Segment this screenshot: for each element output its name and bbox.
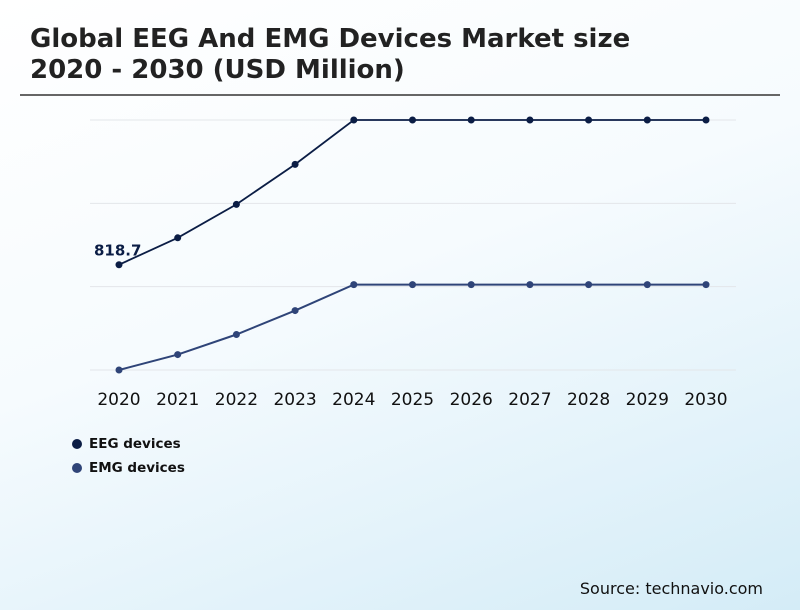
data-point-emg: [643, 281, 651, 289]
x-tick-label: 2021: [156, 390, 199, 410]
legend-label-emg: EMG devices: [89, 460, 185, 476]
legend-label-eeg: EEG devices: [89, 436, 181, 452]
line-chart: 2020 2021 2022 2023 2024 2025 2026 2027 2028 2029…: [90, 116, 736, 410]
data-point-eeg: [232, 200, 240, 208]
data-point-emg: [350, 281, 358, 289]
data-point-emg: [291, 307, 299, 315]
legend-item-emg[interactable]: EMG devices: [72, 460, 185, 476]
data-point-eeg: [409, 116, 416, 124]
data-point-emg: [174, 351, 182, 359]
x-tick-label: 2027: [508, 390, 551, 410]
x-tick-label: 2022: [215, 390, 258, 410]
data-point-emg: [115, 366, 123, 374]
x-tick-label: 2030: [684, 390, 727, 410]
data-point-eeg: [702, 116, 710, 124]
data-point-emg: [585, 281, 593, 289]
data-point-eeg: [526, 116, 534, 124]
data-point-eeg: [585, 116, 593, 124]
data-point-eeg: [291, 160, 299, 168]
data-point-emg: [702, 281, 710, 289]
data-point-emg: [526, 281, 534, 289]
title-line-2: 2020 - 2030 (USD Million): [30, 55, 405, 85]
x-tick-label: 2020: [97, 390, 140, 410]
legend-marker-emg: [72, 463, 82, 473]
x-tick-label: 2026: [450, 390, 493, 410]
data-point-eeg: [350, 116, 358, 124]
chart-title: Global EEG And EMG Devices Market size 20…: [30, 24, 630, 86]
data-point-emg: [467, 281, 475, 289]
data-point-eeg: [467, 116, 475, 124]
data-label: 818.7: [94, 242, 141, 260]
title-divider: [20, 94, 780, 96]
source-note: Source: technavio.com: [579, 579, 763, 598]
x-tick-label: 2023: [273, 390, 316, 410]
data-point-emg: [232, 331, 240, 339]
data-point-eeg: [174, 234, 182, 242]
legend-item-eeg[interactable]: EEG devices: [72, 436, 181, 452]
legend-marker-eeg: [72, 439, 82, 449]
x-tick-label: 2025: [391, 390, 434, 410]
series-line-emg: [118, 283, 706, 371]
data-point-emg: [409, 281, 416, 289]
data-point-eeg: [643, 116, 651, 124]
x-tick-label: 2024: [332, 390, 375, 410]
title-line-1: Global EEG And EMG Devices Market size: [30, 24, 631, 54]
series-line-eeg: [118, 119, 706, 266]
x-tick-label: 2028: [567, 390, 610, 410]
x-tick-label: 2029: [626, 390, 669, 410]
data-point-eeg: [115, 261, 123, 269]
